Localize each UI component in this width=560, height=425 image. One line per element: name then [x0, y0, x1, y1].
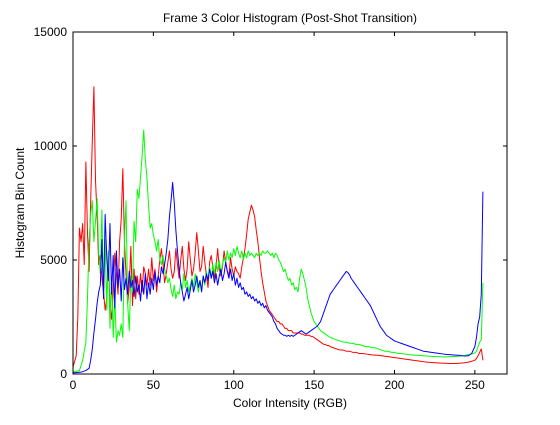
x-axis-label: Color Intensity (RGB) — [233, 396, 347, 410]
x-tick-label: 50 — [147, 378, 161, 392]
x-tick-label: 150 — [304, 378, 324, 392]
y-tick-label: 0 — [60, 367, 67, 381]
x-tick-label: 100 — [224, 378, 244, 392]
y-tick-label: 5000 — [40, 253, 67, 267]
x-tick-label: 0 — [70, 378, 77, 392]
y-tick-label: 15000 — [34, 25, 68, 39]
chart-title: Frame 3 Color Histogram (Post-Shot Trans… — [163, 11, 417, 25]
plot-area-frame — [72, 31, 508, 375]
series-layer — [72, 86, 484, 374]
red-channel-line — [72, 86, 484, 368]
y-tick-label: 10000 — [34, 139, 68, 153]
x-tick-label: 250 — [465, 378, 485, 392]
ticks-layer: 0 50 100 150 200 250 0 5000 10000 15000 — [34, 25, 507, 392]
y-axis-label: Histogram Bin Count — [13, 147, 27, 258]
x-tick-label: 200 — [384, 378, 404, 392]
blue-channel-line — [72, 181, 484, 374]
green-channel-line — [72, 129, 484, 373]
